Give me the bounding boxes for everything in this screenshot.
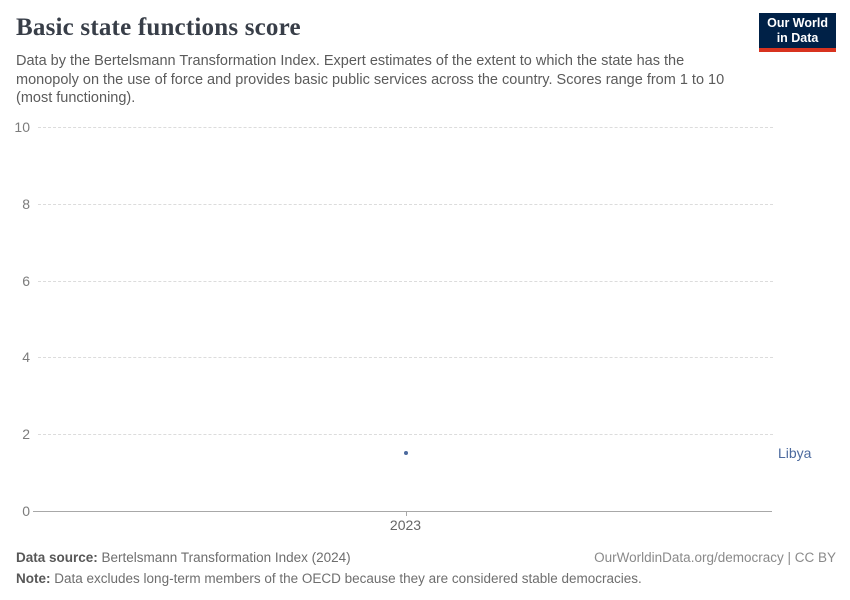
x-axis-tick [405,511,407,516]
note-text: Data excludes long-term members of the O… [50,571,642,586]
y-axis-tick-label-2: 2 [22,426,30,443]
note-label: Note: [16,571,51,586]
owid-logo-line1: Our World [767,16,828,30]
data-source-text: Bertelsmann Transformation Index (2024) [97,550,351,565]
gridline-y-6 [38,280,773,282]
page-title: Basic state functions score [16,14,301,41]
chart-subtitle: Data by the Bertelsmann Transformation I… [16,53,725,106]
gridline-y-2 [38,434,773,436]
gridline-y-4 [38,357,773,359]
y-axis-tick-label-0: 0 [22,503,30,519]
x-axis-tick-label: 2023 [389,517,422,533]
owid-logo-line2: in Data [776,31,819,45]
x-axis-line [33,511,772,512]
chart-footer: Data source: Bertelsmann Transformation … [16,547,836,589]
entity-label-libya[interactable]: Libya [778,445,812,462]
gridline-y-10 [38,127,773,128]
y-axis-tick-label-10: 10 [14,119,30,135]
y-axis-tick-label-4: 4 [22,349,30,366]
data-point-libya[interactable] [403,451,408,456]
owid-logo: Our World in Data [759,13,836,52]
note-line: Note: Data excludes long-term members of… [16,571,642,586]
gridline-y-8 [38,203,773,205]
y-axis-tick-label-8: 8 [22,195,30,212]
data-source-line: Data source: Bertelsmann Transformation … [16,547,351,568]
y-axis-tick-label-6: 6 [22,272,30,289]
data-source-label: Data source: [16,550,98,565]
attribution-link[interactable]: OurWorldinData.org/democracy | CC BY [594,550,836,565]
